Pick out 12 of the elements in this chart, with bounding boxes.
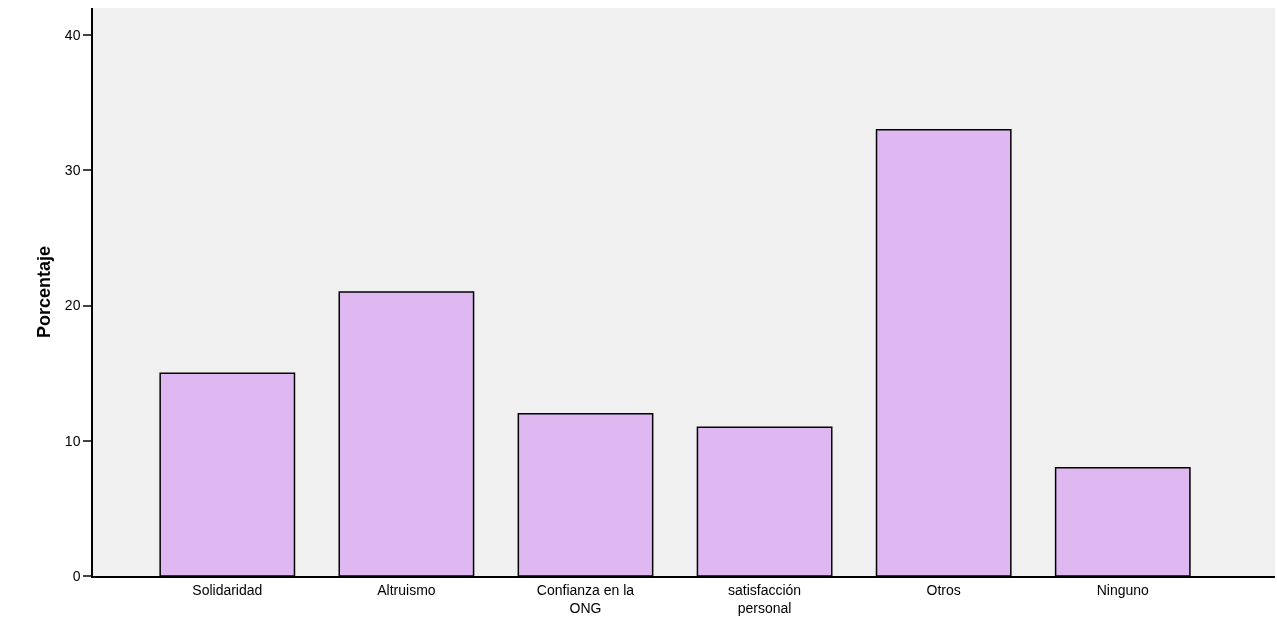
x-tick-label: Confianza en la ONG: [536, 581, 635, 616]
y-axis-title: Porcentaje: [33, 245, 54, 339]
x-tick-label: Otros: [926, 581, 961, 598]
x-tick-label: satisfacción personal: [728, 581, 802, 616]
y-tick-label: 0: [72, 567, 81, 584]
y-tick-label: 30: [64, 162, 81, 179]
x-tick-label: Ninguno: [1096, 581, 1150, 598]
x-tick-label: Solidaridad: [192, 581, 263, 598]
y-tick-label: 20: [64, 297, 81, 314]
y-tick-label: 40: [64, 26, 81, 43]
y-tick-label: 10: [64, 432, 81, 449]
x-tick-label: Altruismo: [377, 581, 436, 598]
